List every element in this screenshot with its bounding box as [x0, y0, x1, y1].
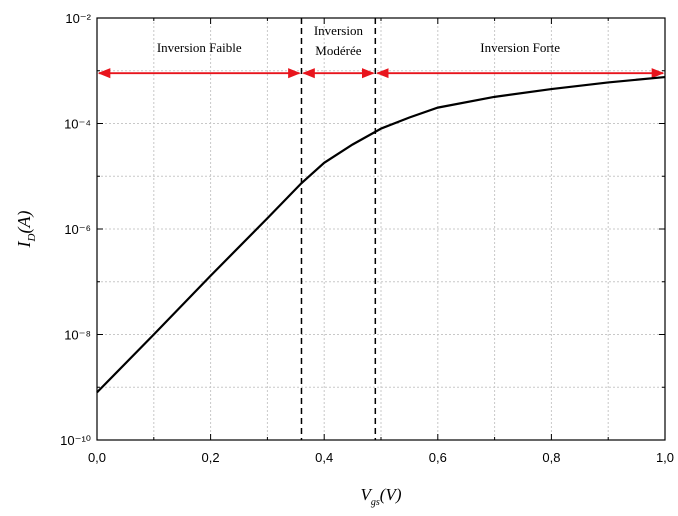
x-tick-label: 1,0 — [656, 450, 674, 465]
x-tick-label: 0,0 — [88, 450, 106, 465]
y-axis-label: ID(A) — [14, 211, 38, 249]
region-label: Inversion — [314, 23, 364, 38]
y-label-main: I — [14, 240, 34, 248]
region-label: Inversion Faible — [157, 40, 242, 55]
x-tick-label: 0,4 — [315, 450, 333, 465]
region-label: Modérée — [315, 43, 361, 58]
y-label-sub: D — [26, 233, 38, 242]
x-tick-label: 0,6 — [429, 450, 447, 465]
y-tick-label: 10⁻⁴ — [64, 117, 91, 132]
y-label-unit: (A) — [14, 211, 35, 234]
y-tick-label: 10⁻² — [65, 11, 91, 26]
y-tick-label: 10⁻⁸ — [64, 328, 91, 343]
y-tick-label: 10⁻¹⁰ — [60, 433, 91, 448]
data-line — [96, 75, 666, 394]
y-tick-label: 10⁻⁶ — [64, 222, 91, 237]
x-label-unit: (V) — [380, 485, 402, 504]
region-label: Inversion Forte — [480, 40, 560, 55]
x-label-main: V — [360, 485, 373, 504]
x-axis-label: Vgs(V) — [360, 485, 401, 508]
x-label-sub: gs — [371, 497, 380, 508]
x-tick-label: 0,8 — [542, 450, 560, 465]
x-tick-label: 0,2 — [202, 450, 220, 465]
